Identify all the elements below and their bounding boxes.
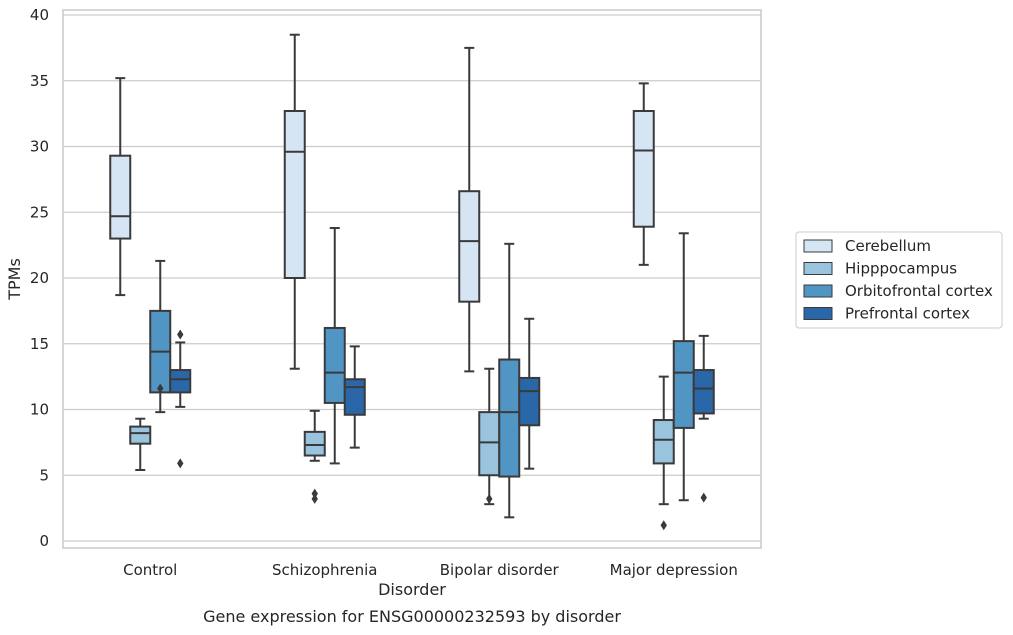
outlier-point <box>700 492 707 503</box>
box <box>283 109 306 280</box>
box-group <box>652 375 675 531</box>
legend-frame <box>795 231 1003 329</box>
box-group <box>458 46 481 373</box>
box <box>458 190 481 303</box>
y-tick-label: 15 <box>30 335 49 353</box>
box-group <box>632 82 655 266</box>
x-tick-label: Major depression <box>610 561 738 579</box>
box <box>518 376 541 427</box>
box <box>303 430 326 457</box>
box-group <box>283 33 306 370</box>
x-tick-label: Schizophrenia <box>272 561 377 579</box>
legend-swatch <box>803 262 833 275</box>
box-group <box>303 409 326 504</box>
box <box>632 109 655 228</box>
box-group <box>109 77 132 297</box>
y-tick-label: 0 <box>39 532 49 550</box>
outlier-point <box>311 488 318 499</box>
box-group <box>149 259 172 414</box>
box <box>323 326 346 404</box>
box-group <box>518 317 541 470</box>
box <box>692 369 715 415</box>
box <box>478 411 501 477</box>
outlier-point <box>311 493 318 504</box>
x-tick-label: Control <box>123 561 177 579</box>
legend-swatch <box>803 284 833 298</box>
y-tick-label: 30 <box>30 138 49 156</box>
legend-label: Hipppocampus <box>845 260 957 278</box>
y-axis-title: TPMs <box>5 258 24 301</box>
y-tick-label: 5 <box>39 466 49 484</box>
y-tick-label: 20 <box>30 269 49 287</box>
boxes <box>109 33 715 531</box>
box-group <box>672 232 695 502</box>
y-tick-label: 40 <box>30 6 49 24</box>
legend-swatch <box>803 307 833 320</box>
box <box>169 369 192 394</box>
y-tick-label: 10 <box>30 401 49 419</box>
legend-label: Cerebellum <box>845 237 931 255</box>
box <box>343 378 366 416</box>
box <box>672 340 695 429</box>
box-group <box>478 367 501 506</box>
legend-label: Prefrontal cortex <box>845 305 970 323</box>
box-group <box>323 227 346 465</box>
legend-swatch <box>803 239 833 253</box>
chart-title: Gene expression for ENSG00000232593 by d… <box>203 607 621 626</box>
x-tick-label: Bipolar disorder <box>440 561 560 579</box>
plot-frame <box>62 9 762 549</box>
outlier-point <box>486 493 493 504</box>
box <box>109 154 132 240</box>
x-axis-title: Disorder <box>378 580 446 599</box>
outlier-point <box>660 520 667 531</box>
box <box>498 358 521 478</box>
outlier-point <box>157 383 164 394</box>
y-tick-label: 35 <box>30 72 49 90</box>
box-group <box>692 334 715 503</box>
plot-area <box>63 10 761 548</box>
x-tick-labels: Control Schizophrenia Bipolar disorder Majo… <box>123 561 738 579</box>
box-group <box>169 329 192 469</box>
outlier-point <box>177 329 184 340</box>
box <box>129 425 152 445</box>
box-group <box>343 345 366 449</box>
outlier-point <box>177 458 184 469</box>
y-tick-labels: 0 5 10 15 20 25 30 35 40 <box>30 6 49 550</box>
legend-label: Orbitofrontal cortex <box>845 282 993 300</box>
box-group <box>129 417 152 471</box>
legend: Cerebellum Hipppocampus Orbitofrontal cort… <box>795 231 1003 329</box>
y-tick-label: 25 <box>30 203 49 221</box>
box <box>652 419 675 465</box>
